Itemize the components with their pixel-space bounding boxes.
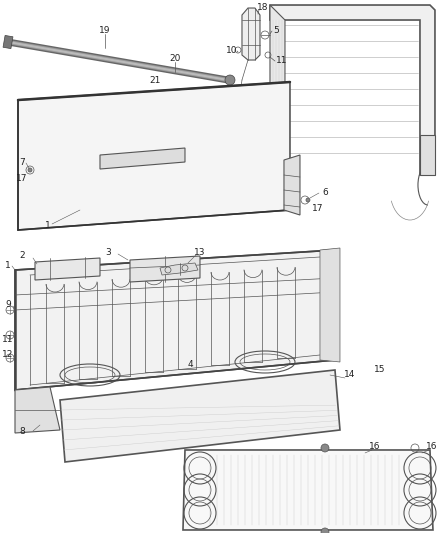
Circle shape <box>306 198 310 202</box>
Polygon shape <box>100 148 185 169</box>
Text: 15: 15 <box>374 366 386 375</box>
Polygon shape <box>35 258 100 280</box>
Text: 11: 11 <box>2 335 14 344</box>
Text: 5: 5 <box>273 26 279 35</box>
Polygon shape <box>3 35 13 49</box>
Text: 20: 20 <box>170 53 180 62</box>
Polygon shape <box>130 256 200 282</box>
Text: 18: 18 <box>257 3 269 12</box>
Text: 10: 10 <box>226 45 238 54</box>
Circle shape <box>225 75 235 85</box>
Text: 1: 1 <box>5 261 11 270</box>
Text: 7: 7 <box>19 158 25 166</box>
Polygon shape <box>183 450 433 530</box>
Text: 17: 17 <box>16 174 28 182</box>
Polygon shape <box>15 250 335 390</box>
Polygon shape <box>15 387 60 433</box>
Text: 13: 13 <box>194 247 206 256</box>
Circle shape <box>321 528 329 533</box>
Text: 1: 1 <box>45 221 51 230</box>
Text: 9: 9 <box>5 301 11 310</box>
Text: 19: 19 <box>99 26 111 35</box>
Polygon shape <box>420 135 435 175</box>
Text: 17: 17 <box>312 204 324 213</box>
Polygon shape <box>270 5 435 175</box>
Polygon shape <box>320 248 340 362</box>
Text: 3: 3 <box>105 247 111 256</box>
Text: 12: 12 <box>2 351 14 359</box>
Polygon shape <box>18 82 290 230</box>
Text: 16: 16 <box>426 442 438 451</box>
Text: 4: 4 <box>187 360 193 369</box>
Text: 6: 6 <box>322 188 328 197</box>
Polygon shape <box>270 5 285 180</box>
Text: 11: 11 <box>276 55 288 64</box>
Text: 8: 8 <box>19 427 25 437</box>
Circle shape <box>28 168 32 172</box>
Text: 14: 14 <box>344 370 356 379</box>
Text: 2: 2 <box>19 251 25 260</box>
Circle shape <box>321 444 329 452</box>
Polygon shape <box>284 155 300 215</box>
Polygon shape <box>160 263 198 275</box>
Polygon shape <box>242 8 260 60</box>
Text: 16: 16 <box>369 442 381 451</box>
Polygon shape <box>60 370 340 462</box>
Text: 21: 21 <box>149 76 161 85</box>
